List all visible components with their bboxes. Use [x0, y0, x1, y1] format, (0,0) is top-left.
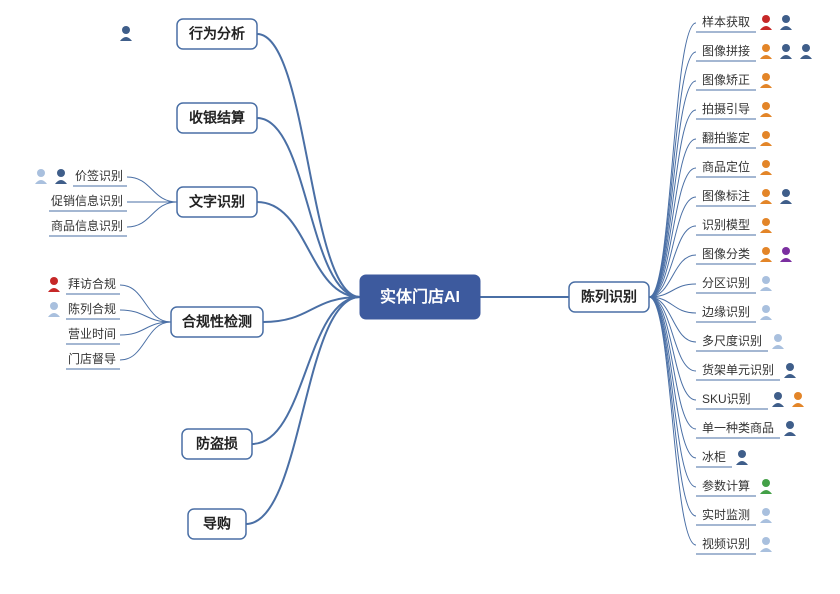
user-icon — [35, 169, 47, 184]
mindmap-link — [649, 110, 696, 297]
user-icon — [48, 302, 60, 317]
mindmap-link — [649, 297, 696, 516]
leaf-label: 识别模型 — [702, 218, 750, 232]
leaf-label: 商品信息识别 — [51, 218, 123, 233]
leaf-label: 视频识别 — [702, 536, 750, 551]
mindmap-link — [120, 322, 171, 335]
node-label: 行为分析 — [188, 26, 245, 42]
user-icon — [800, 44, 812, 59]
leaf-label: 翻拍鉴定 — [702, 130, 750, 145]
node-label: 导购 — [203, 516, 231, 532]
user-icon — [772, 334, 784, 349]
user-icon — [48, 277, 60, 292]
mindmap-link — [257, 118, 360, 297]
user-icon — [760, 131, 772, 146]
user-icon — [120, 26, 132, 41]
node-label: 收银结算 — [189, 110, 245, 126]
mindmap-link — [127, 177, 177, 202]
user-icon — [760, 15, 772, 30]
leaf-label: 价签识别 — [75, 168, 123, 183]
user-icon — [760, 160, 772, 175]
leaf-label: 货架单元识别 — [702, 362, 774, 377]
leaf-label: 门店督导 — [68, 351, 116, 366]
leaf-label: 商品定位 — [702, 159, 750, 174]
user-icon — [780, 15, 792, 30]
leaf-label: 分区识别 — [702, 276, 750, 290]
user-icon — [760, 102, 772, 117]
mindmap-link — [127, 202, 177, 227]
node-label: 文字识别 — [189, 194, 245, 210]
leaf-label: 图像矫正 — [702, 72, 750, 87]
user-icon — [780, 189, 792, 204]
mindmap-link — [257, 34, 360, 297]
leaf-label: 边缘识别 — [702, 305, 750, 319]
user-icon — [760, 276, 772, 291]
user-icon — [760, 537, 772, 552]
leaf-label: SKU识别 — [702, 392, 751, 406]
user-icon — [792, 392, 804, 407]
node-label: 合规性检测 — [182, 314, 252, 330]
mindmap-link — [649, 23, 696, 297]
leaf-label: 实时监测 — [702, 507, 750, 522]
leaf-label: 冰柜 — [702, 450, 726, 464]
mindmap-link — [252, 297, 360, 444]
mindmap-link — [649, 197, 696, 297]
leaf-label: 陈列合规 — [68, 301, 116, 316]
user-icon — [780, 247, 792, 262]
user-icon — [760, 508, 772, 523]
user-icon — [772, 392, 784, 407]
node-label: 陈列识别 — [581, 289, 637, 305]
leaf-label: 拜访合规 — [68, 276, 116, 291]
user-icon — [784, 421, 796, 436]
mindmap-link — [649, 297, 696, 371]
leaf-label: 图像标注 — [702, 188, 750, 203]
node-label: 防盗损 — [196, 436, 238, 452]
mindmap-link — [120, 322, 171, 360]
leaf-label: 图像分类 — [702, 247, 750, 261]
user-icon — [760, 479, 772, 494]
user-icon — [780, 44, 792, 59]
user-icon — [760, 305, 772, 320]
mindmap-canvas: 行为分析收银结算文字识别 价签识别促销信息识别商品信息识别合规性检测 拜访合规陈列合… — [0, 0, 840, 594]
user-icon — [760, 218, 772, 233]
user-icon — [760, 189, 772, 204]
mindmap-link — [257, 202, 360, 297]
mindmap-link — [649, 81, 696, 297]
leaf-label: 单一种类商品 — [702, 420, 774, 435]
user-icon — [760, 247, 772, 262]
leaf-label: 营业时间 — [68, 327, 116, 341]
user-icon — [736, 450, 748, 465]
user-icon — [760, 73, 772, 88]
user-icon — [760, 44, 772, 59]
node-label: 实体门店AI — [380, 287, 460, 306]
leaf-label: 拍摄引导 — [702, 101, 750, 116]
leaf-label: 图像拼接 — [702, 43, 750, 58]
mindmap-link — [649, 297, 696, 458]
leaf-label: 参数计算 — [702, 478, 750, 493]
user-icon — [784, 363, 796, 378]
leaf-label: 促销信息识别 — [51, 193, 123, 208]
leaf-label: 样本获取 — [702, 14, 750, 29]
leaf-label: 多尺度识别 — [702, 333, 762, 348]
user-icon — [55, 169, 67, 184]
mindmap-link — [649, 297, 696, 487]
